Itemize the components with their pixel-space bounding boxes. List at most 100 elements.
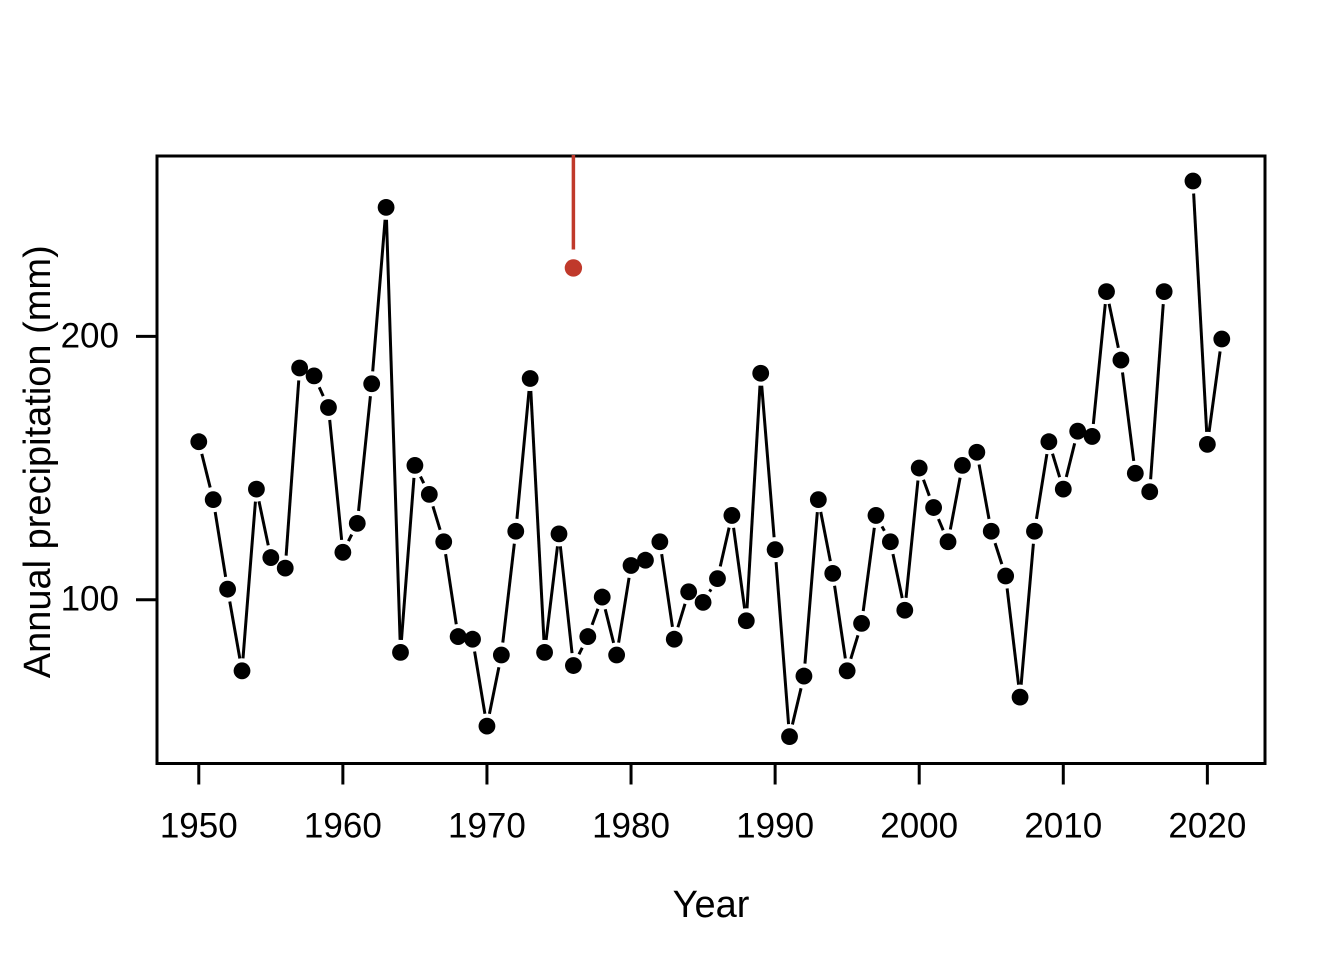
data-point — [968, 443, 986, 461]
series-segment — [228, 601, 242, 659]
series-segment — [328, 419, 344, 541]
series-segment — [922, 479, 931, 497]
series-segment — [1149, 303, 1165, 480]
data-point — [1069, 422, 1087, 440]
data-point — [521, 370, 539, 387]
x-tick-label: 2000 — [880, 807, 958, 846]
data-point — [435, 533, 453, 551]
data-point — [233, 662, 251, 680]
series-segment — [833, 585, 847, 659]
data-point — [939, 533, 957, 551]
y-axis-title: Annual precipitation (mm) — [17, 245, 59, 678]
data-point — [752, 364, 770, 382]
series-segment — [357, 396, 372, 512]
series-segment — [1091, 303, 1107, 425]
data-point — [219, 580, 237, 598]
data-point — [276, 559, 294, 577]
x-tick-label: 1990 — [736, 807, 814, 846]
data-point — [608, 646, 626, 664]
series-segment — [1107, 303, 1120, 349]
data-point — [507, 522, 525, 540]
series-segment — [993, 542, 1004, 565]
series-segment — [790, 687, 803, 725]
data-point — [593, 588, 611, 606]
data-point — [781, 728, 798, 746]
annotation-point — [564, 259, 583, 277]
data-point — [291, 359, 309, 377]
series-segment — [718, 527, 731, 567]
data-point — [665, 630, 683, 648]
series-segment — [948, 477, 962, 530]
data-point — [910, 459, 928, 477]
series-segment — [487, 666, 501, 715]
series-segment — [1064, 442, 1077, 478]
data-point — [622, 557, 640, 574]
series-segment — [803, 511, 819, 664]
data-point — [190, 433, 208, 451]
series-segment — [501, 543, 516, 643]
series-segment — [590, 608, 600, 626]
data-point — [737, 612, 755, 630]
series-segment — [241, 501, 257, 659]
data-point — [492, 646, 510, 664]
series-segment — [515, 390, 531, 519]
series-segment — [347, 533, 354, 542]
data-point — [392, 643, 409, 661]
data-point — [478, 717, 496, 735]
x-tick-label: 2020 — [1168, 807, 1246, 846]
series-segment — [760, 385, 776, 538]
series-segment — [444, 553, 458, 625]
data-point — [680, 583, 698, 601]
series-segment — [904, 480, 920, 598]
data-point — [449, 628, 467, 645]
series-segment — [558, 546, 574, 654]
series-segment — [774, 562, 791, 725]
data-point — [262, 549, 280, 566]
plot-box — [155, 154, 1267, 765]
series-segment — [200, 453, 212, 488]
series-segment — [617, 577, 631, 643]
data-point — [320, 399, 337, 416]
data-point — [925, 499, 943, 516]
series-segment — [1192, 193, 1209, 432]
series-segment — [676, 603, 687, 628]
series-segment — [431, 505, 442, 531]
series-segment — [708, 588, 713, 593]
series-segment — [213, 511, 228, 578]
data-point — [1083, 428, 1101, 445]
data-point — [1026, 522, 1043, 540]
x-tick-label: 2010 — [1024, 807, 1102, 846]
data-point — [363, 375, 381, 393]
data-point — [954, 457, 971, 474]
data-point — [565, 657, 582, 674]
data-point — [709, 570, 726, 588]
data-point — [1198, 435, 1216, 453]
series-segment — [1121, 372, 1136, 462]
series-segment — [284, 380, 301, 556]
series-segment — [1034, 453, 1049, 520]
y-tick-label: 200 — [61, 316, 119, 355]
data-point — [896, 601, 914, 619]
data-point — [1155, 283, 1173, 301]
x-tick-label: 1950 — [160, 807, 238, 846]
data-point — [853, 615, 870, 632]
series-segment — [473, 651, 487, 715]
data-point — [824, 564, 842, 582]
series-segment — [603, 608, 616, 644]
series-segment — [891, 553, 904, 599]
x-tick-label: 1980 — [592, 807, 670, 846]
series-segment — [849, 634, 860, 660]
series-segment — [257, 501, 270, 546]
data-point — [1040, 433, 1058, 451]
series-segment — [1019, 543, 1035, 685]
series-segment — [577, 647, 584, 656]
y-tick-label: 100 — [61, 580, 119, 619]
data-point — [838, 662, 856, 680]
series-segment — [419, 475, 426, 484]
data-point — [248, 480, 265, 498]
data-point — [550, 525, 568, 543]
series-segment — [544, 546, 559, 641]
data-point — [637, 551, 654, 569]
